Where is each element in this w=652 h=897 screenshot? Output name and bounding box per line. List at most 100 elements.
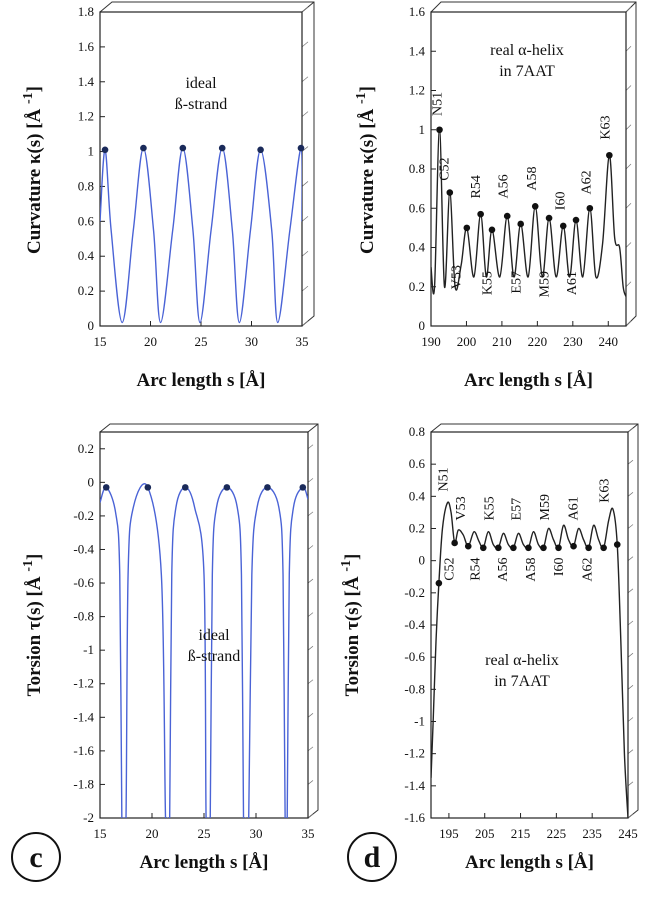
x-tick-label: 235 [582, 826, 602, 841]
residue-label: K63 [598, 115, 613, 139]
y-axis-label-close: ] [24, 86, 45, 92]
y-tick-label: -0.8 [73, 609, 94, 624]
y-tick-label: -1.6 [73, 743, 94, 758]
residue-label: N51 [436, 467, 451, 491]
x-axis-label: Arc length s [Å] [140, 852, 269, 873]
side-tick [307, 545, 314, 550]
x-tick-label: 20 [146, 826, 159, 841]
data-point [223, 484, 231, 491]
data-point [586, 204, 594, 212]
side-tick [625, 281, 632, 287]
residue-label: M59 [538, 271, 553, 297]
data-point [463, 224, 471, 232]
series-line-curve [100, 483, 308, 818]
y-tick-label: 1.6 [78, 39, 95, 54]
residue-label: A58 [524, 557, 539, 581]
panel-annotation: real α-helix [485, 652, 559, 669]
x-tick-label: 205 [475, 826, 495, 841]
panel-annotation: in 7AAT [494, 673, 550, 690]
y-tick-label: 0.6 [78, 213, 95, 228]
data-point [477, 210, 484, 218]
y-tick-label: 0 [419, 318, 426, 333]
x-tick-label: 200 [457, 334, 477, 349]
data-point [545, 214, 553, 222]
side-tick [301, 76, 309, 83]
residue-label: E57 [510, 498, 525, 521]
residue-label: R54 [469, 557, 484, 580]
side-tick [307, 511, 314, 517]
data-point [181, 484, 189, 491]
residue-label: C52 [438, 157, 453, 180]
plot-box-edge [307, 423, 319, 433]
side-tick [625, 320, 632, 327]
side-tick [301, 181, 309, 187]
side-tick [627, 652, 634, 658]
residue-label: E57 [509, 271, 524, 294]
x-tick-label: 210 [492, 334, 512, 349]
y-tick-label: -0.2 [404, 585, 425, 600]
panel-annotation: ideal [185, 75, 217, 92]
y-tick-label: -0.8 [404, 681, 425, 696]
y-tick-label: 0.2 [78, 441, 94, 456]
y-tick-label: -1.8 [73, 776, 94, 791]
x-tick-label: 230 [563, 334, 583, 349]
side-tick [627, 556, 634, 561]
data-point [606, 151, 613, 159]
x-tick-label: 30 [250, 826, 263, 841]
residue-label: R54 [469, 175, 484, 198]
panel-c-torsion-strand: -2 -1.8 -1.6 -1.4 -1.2 -1 -0.8 -0.6 -0.4 -0.2 0 0.2… [21, 423, 319, 873]
x-tick-label: 215 [511, 826, 531, 841]
side-tick [627, 685, 634, 690]
x-tick-label: 190 [421, 334, 441, 349]
side-tick [627, 620, 634, 626]
panel-letter-d-badge: d [347, 832, 397, 882]
panel-annotation: ß-strand [175, 96, 227, 113]
side-tick [625, 163, 632, 170]
data-point [525, 544, 532, 552]
y-tick-label: -0.6 [404, 649, 425, 664]
side-tick [625, 124, 632, 130]
side-tick [301, 146, 309, 152]
side-tick [307, 478, 314, 483]
data-point [464, 542, 472, 550]
side-tick [307, 713, 314, 718]
plot-box-back [99, 1, 315, 327]
y-tick-label: 0.2 [409, 521, 425, 536]
y-tick-label: 1 [419, 122, 426, 137]
residue-label: K55 [480, 271, 495, 295]
data-point [570, 542, 577, 550]
y-axis-label-close: ] [342, 554, 363, 560]
x-tick-label: 20 [144, 334, 157, 349]
y-tick-label: -1.6 [404, 810, 425, 825]
side-tick [627, 749, 634, 754]
side-tick [301, 216, 309, 222]
x-tick-label: 25 [195, 334, 208, 349]
y-tick-label: 1.2 [409, 83, 425, 98]
x-axis-label: Arc length s [Å] [465, 852, 594, 873]
y-axis-label-close: ] [357, 86, 378, 92]
residue-label: C52 [443, 557, 458, 580]
series-line-curve [100, 147, 302, 324]
y-axis-label-sup: -1 [21, 560, 36, 572]
y-tick-label: 0.4 [409, 488, 426, 503]
y-axis-label-sup: -1 [339, 560, 354, 572]
side-tick [627, 427, 634, 433]
panel-letter-c-badge: c [11, 832, 61, 882]
y-tick-label: 0.6 [409, 456, 426, 471]
side-tick [307, 645, 314, 651]
residue-label: V53 [449, 265, 464, 289]
side-tick [625, 242, 632, 248]
residue-label: I60 [554, 192, 569, 211]
y-tick-label: 0.8 [409, 161, 425, 176]
y-tick-label: 1.4 [409, 43, 426, 58]
residue-label: M59 [538, 494, 553, 520]
y-tick-label: 0 [88, 318, 95, 333]
x-axis-label: Arc length s [Å] [137, 370, 266, 391]
y-tick-label: 1 [88, 144, 95, 159]
plot-frame [99, 11, 303, 327]
x-tick-label: 220 [528, 334, 548, 349]
y-tick-label: 0.8 [409, 424, 425, 439]
panel-annotation: ß-strand [188, 648, 240, 665]
data-point [264, 484, 271, 491]
